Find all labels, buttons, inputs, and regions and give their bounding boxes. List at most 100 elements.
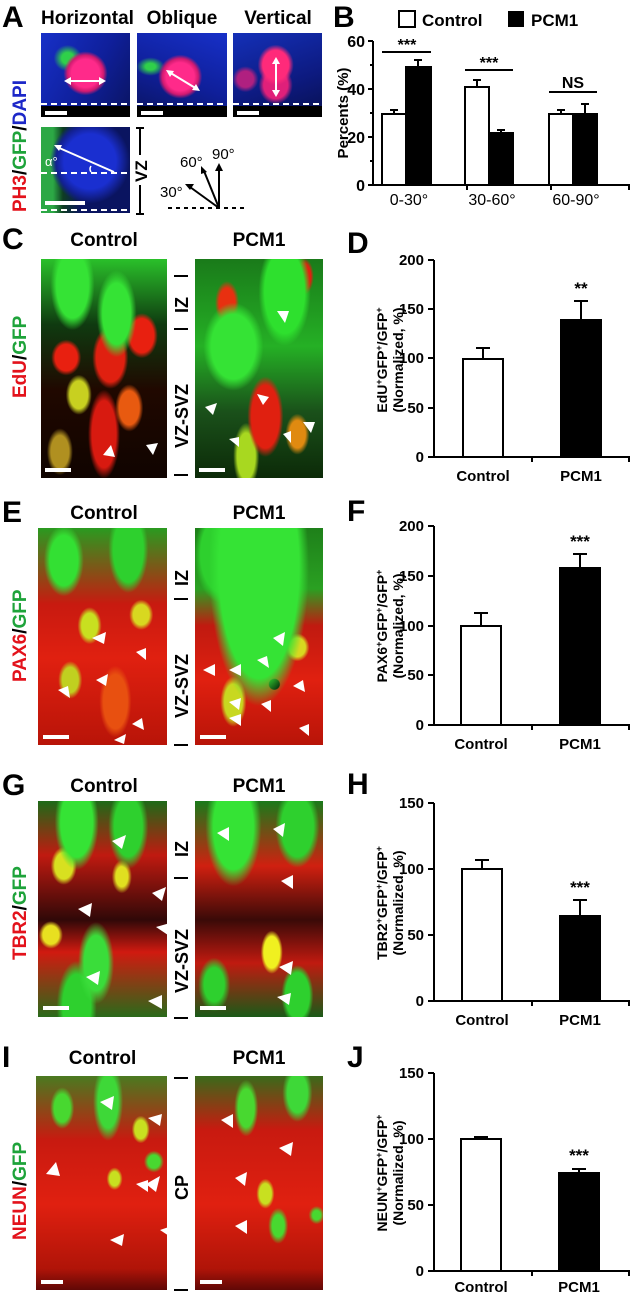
micrograph-c-pcm1 [195, 259, 323, 478]
panel-label-f: F [347, 495, 366, 528]
alpha-angle-label: α° [45, 154, 58, 169]
bar-control [462, 358, 504, 458]
column-title-oblique: Oblique [146, 8, 218, 29]
bar-pcm1 [558, 1172, 600, 1272]
bar-control [461, 868, 503, 1002]
x-tick-pcm1: PCM1 [559, 736, 601, 753]
angle-guide-60: 60° [180, 154, 203, 171]
zone-divider-g [174, 877, 188, 879]
y-tick-50: 50 [407, 927, 424, 944]
y-axis-label-line1: TBR2+GFP+/GFP+ [374, 846, 390, 960]
micrograph-angle-measurement: α° [41, 127, 130, 213]
bar-pcm1 [560, 319, 602, 458]
x-tick-control: Control [455, 1012, 508, 1029]
zone-divider-e [174, 598, 188, 600]
bar-pcm1-60-90 [572, 113, 598, 186]
y-tick-150: 150 [399, 1065, 424, 1082]
panel-label-c: C [2, 223, 24, 256]
y-axis-label-line1: EdU+GFP+/GFP+ [374, 307, 390, 412]
micrograph-oblique [137, 33, 227, 117]
micrograph-i-control [36, 1076, 167, 1290]
y-axis-label-line1: NEUN+GFP+/GFP+ [374, 1115, 390, 1232]
column-title-control: Control [70, 776, 138, 797]
zone-label-iz: IZ [172, 297, 192, 313]
zone-divider-i [174, 1077, 188, 1079]
column-title-control: Control [70, 503, 138, 524]
zone-divider-c [174, 275, 188, 277]
x-tick-60-90: 60-90° [552, 192, 599, 205]
stain-label-pax6-gfp: PAX6/GFP [10, 589, 31, 682]
chart-h-tbr2: TBR2+GFP+/GFP+ (Normalized, %) 150 100 5… [374, 795, 630, 1029]
chart-f-pax6: PAX6+GFP+/GFP+ (Normalized, %) 200 150 1… [374, 518, 630, 753]
micrograph-vertical [233, 33, 322, 117]
significance-60-90: NS [562, 75, 585, 92]
zone-label-vz-svz: VZ-SVZ [172, 383, 192, 448]
y-axis-label-line2: (Normalized, %) [390, 1120, 406, 1225]
y-tick-150: 150 [399, 795, 424, 812]
column-title-vertical: Vertical [244, 8, 312, 29]
significance-marker: *** [570, 878, 590, 897]
y-tick-150: 150 [399, 301, 424, 318]
y-tick-150: 150 [399, 568, 424, 585]
stain-label-edu-gfp: EdU/GFP [10, 315, 31, 398]
panel-label-g: G [2, 769, 26, 802]
column-title-control: Control [68, 1048, 137, 1069]
angle-guide-arrows-icon: 30° 60° 90° [160, 146, 244, 209]
column-title-horizontal: Horizontal [41, 8, 134, 29]
angle-measurement-icon: α° [41, 145, 130, 211]
y-tick-100: 100 [399, 618, 424, 635]
y-tick-200: 200 [399, 252, 424, 269]
bar-pcm1 [559, 915, 601, 1002]
zone-label-cp: CP [172, 1174, 192, 1200]
legend-swatch-pcm1 [508, 11, 524, 27]
zone-divider-i [174, 1289, 188, 1291]
zone-label-vz-svz: VZ-SVZ [172, 928, 192, 993]
significance-marker: *** [569, 1146, 589, 1165]
zone-label-iz: IZ [172, 841, 192, 857]
x-tick-pcm1: PCM1 [559, 1012, 601, 1029]
division-axis-vertical-icon [233, 57, 322, 117]
panel-label-j: J [347, 1041, 364, 1074]
y-tick-60: 60 [347, 34, 365, 51]
y-axis-label-line2: (Normalized, %) [390, 307, 406, 412]
x-tick-pcm1: PCM1 [560, 468, 602, 485]
division-axis-horizontal-icon [41, 77, 130, 117]
y-tick-50: 50 [407, 667, 424, 684]
y-axis-label-line1: PAX6+GFP+/GFP+ [374, 570, 390, 683]
y-tick-0: 0 [416, 449, 424, 466]
bar-control-60-90 [548, 113, 574, 186]
vz-bracket-icon [136, 127, 144, 215]
column-title-pcm1: PCM1 [232, 230, 286, 251]
micrograph-i-pcm1 [195, 1076, 323, 1290]
bar-control [460, 1138, 502, 1272]
column-title-pcm1: PCM1 [232, 776, 286, 797]
micrograph-e-pcm1 [195, 528, 323, 745]
x-tick-control: Control [456, 468, 509, 485]
significance-marker: ** [574, 279, 588, 298]
zone-divider-g [174, 1017, 188, 1019]
y-axis-label: Percents (%) [335, 68, 352, 159]
y-tick-0: 0 [356, 178, 365, 195]
panel-label-h: H [347, 768, 369, 801]
panel-label-a: A [2, 1, 24, 34]
bar-pcm1-30-60 [488, 132, 514, 186]
legend-label-control: Control [422, 11, 482, 30]
y-tick-40: 40 [347, 82, 365, 99]
y-tick-0: 0 [416, 717, 424, 734]
angle-guide-90: 90° [212, 146, 235, 163]
chart-b-spindle-angle: Control PCM1 60 40 20 0 Percents (%) [335, 10, 630, 205]
y-tick-0: 0 [416, 993, 424, 1010]
y-tick-100: 100 [399, 861, 424, 878]
chart-d-edu: EdU+GFP+/GFP+ (Normalized, %) 200 150 10… [374, 252, 630, 485]
significance-30-60: *** [480, 55, 499, 72]
panel-label-i: I [2, 1041, 11, 1074]
legend-swatch-control [398, 10, 416, 28]
y-tick-100: 100 [399, 350, 424, 367]
panel-label-d: D [347, 227, 369, 260]
y-tick-0: 0 [416, 1263, 424, 1280]
column-title-pcm1: PCM1 [232, 1048, 286, 1069]
stain-label-tbr2-gfp: TBR2/GFP [10, 866, 31, 960]
micrograph-e-control [38, 528, 167, 745]
x-tick-pcm1: PCM1 [558, 1279, 600, 1295]
micrograph-g-control [38, 801, 167, 1017]
